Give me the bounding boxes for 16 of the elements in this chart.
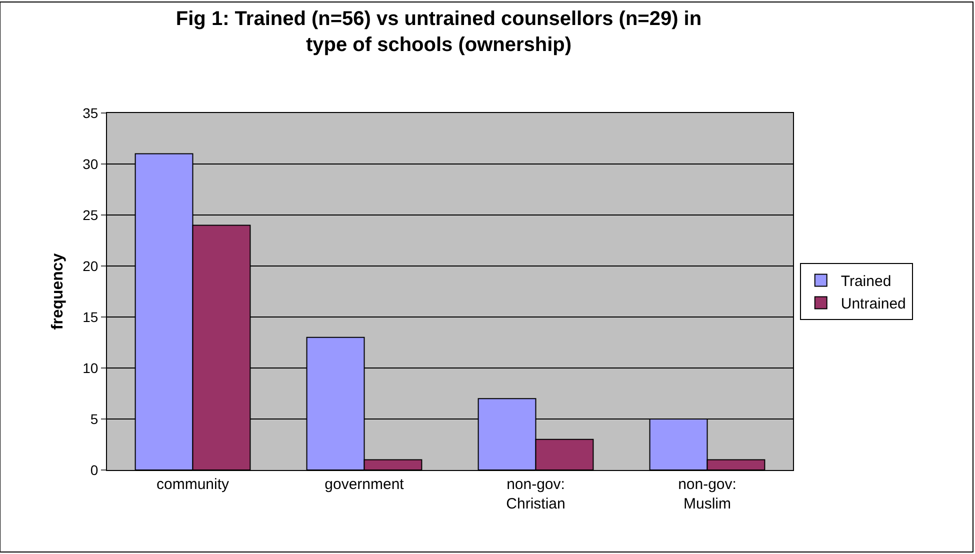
y-tick-label: 30 [82, 156, 98, 172]
y-axis-title: frequency [50, 253, 67, 330]
y-tick-label: 0 [90, 462, 98, 478]
x-tick-label: community [156, 476, 230, 493]
y-tick-label: 10 [82, 360, 98, 376]
chart-title: Fig 1: Trained (n=56) vs untrained counsellors (n=29) in type of schools (ownership) [176, 8, 702, 56]
x-tick-label: government [324, 476, 405, 493]
y-tick-label: 25 [82, 206, 98, 223]
legend-label: Untrained [840, 296, 906, 313]
x-tick-label: non-gov: Christian [506, 476, 566, 512]
y-tick-label: 20 [82, 258, 98, 274]
x-tick-label: non-gov: Muslim [678, 476, 736, 512]
legend-label: Trained [840, 273, 892, 290]
y-tick-label: 15 [82, 308, 98, 325]
y-tick-label: 5 [90, 410, 98, 427]
y-tick-label: 35 [82, 104, 98, 121]
